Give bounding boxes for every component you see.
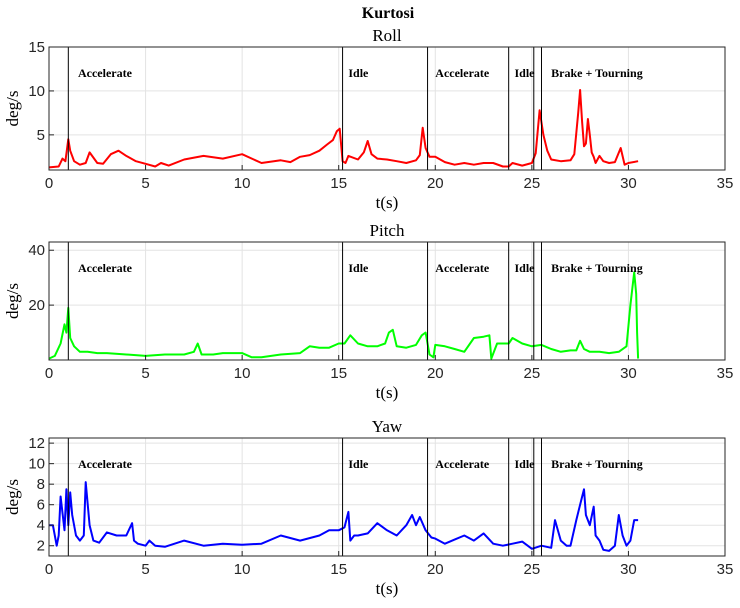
phase-label: Brake + Tourning [551, 261, 643, 275]
axes-frame [48, 437, 726, 557]
phase-label: Accelerate [78, 457, 133, 471]
x-tick-label: 10 [234, 365, 251, 382]
x-tick-label: 20 [427, 561, 444, 578]
y-tick-label: 5 [37, 127, 45, 144]
phase-label: Brake + Tourning [551, 66, 643, 80]
subplots: Accelerate Idle Accelerate Idle Brake + Tour… [3, 26, 733, 598]
phase-label: Idle [514, 66, 535, 80]
x-tick-label: 5 [141, 561, 149, 578]
figure-title: Kurtosi [362, 5, 415, 22]
x-tick-label: 25 [524, 365, 541, 382]
phase-label: Brake + Tourning [551, 457, 643, 471]
phase-label: Idle [514, 261, 535, 275]
x-tick-label: 5 [141, 365, 149, 382]
y-tick-label: 40 [28, 242, 45, 259]
plot-area [49, 242, 725, 360]
x-tick-label: 35 [717, 175, 734, 192]
x-tick-label: 30 [620, 561, 637, 578]
y-tick-label: 15 [28, 39, 45, 56]
y-tick-label: 4 [37, 517, 45, 534]
y-axis-label: deg/s [3, 91, 22, 127]
y-tick-label: 20 [28, 297, 45, 314]
x-tick-label: 15 [330, 175, 347, 192]
series-line-yaw [49, 481, 639, 552]
x-tick-label: 35 [717, 365, 734, 382]
x-tick-label: 15 [330, 561, 347, 578]
axes-frame [48, 46, 726, 171]
subplot-roll: Accelerate Idle Accelerate Idle Brake + Tour… [3, 26, 733, 212]
y-tick-label: 10 [28, 456, 45, 473]
subplot-pitch: Accelerate Idle Accelerate Idle Brake + Tour… [3, 221, 733, 402]
x-tick-label: 30 [620, 175, 637, 192]
phase-label: Accelerate [435, 66, 490, 80]
x-tick-label: 0 [45, 365, 53, 382]
phase-label: Idle [348, 261, 369, 275]
x-tick-label: 20 [427, 365, 444, 382]
y-tick-label: 2 [37, 538, 45, 555]
subplot-title: Yaw [372, 417, 403, 436]
y-tick-label: 10 [28, 83, 45, 100]
series-line-roll [48, 89, 639, 169]
x-tick-label: 10 [234, 175, 251, 192]
series-line-pitch [48, 271, 640, 360]
y-tick-label: 8 [37, 476, 45, 493]
x-tick-label: 5 [141, 175, 149, 192]
y-axis-label: deg/s [3, 479, 22, 515]
phase-label: Idle [348, 66, 369, 80]
x-tick-label: 10 [234, 561, 251, 578]
x-tick-label: 25 [524, 561, 541, 578]
subplot-yaw: Accelerate Idle Accelerate Idle Brake + Tour… [3, 417, 733, 598]
x-tick-label: 35 [717, 561, 734, 578]
plot-area [49, 47, 725, 170]
plot-area [49, 438, 725, 556]
x-axis-label: t(s) [376, 383, 399, 402]
x-tick-label: 0 [45, 175, 53, 192]
phase-label: Accelerate [435, 261, 490, 275]
phase-label: Idle [348, 457, 369, 471]
phase-label: Idle [514, 457, 535, 471]
y-axis-label: deg/s [3, 283, 22, 319]
subplot-title: Pitch [370, 221, 405, 240]
x-tick-label: 0 [45, 561, 53, 578]
phase-label: Accelerate [78, 66, 133, 80]
y-tick-label: 6 [37, 497, 45, 514]
x-tick-label: 15 [330, 365, 347, 382]
axes-frame [48, 241, 726, 361]
phase-label: Accelerate [435, 457, 490, 471]
x-axis-label: t(s) [376, 193, 399, 212]
x-tick-label: 30 [620, 365, 637, 382]
subplot-title: Roll [372, 26, 402, 45]
x-tick-label: 25 [524, 175, 541, 192]
x-axis-label: t(s) [376, 579, 399, 598]
phase-label: Accelerate [78, 261, 133, 275]
x-tick-label: 20 [427, 175, 444, 192]
y-tick-label: 12 [28, 435, 45, 452]
